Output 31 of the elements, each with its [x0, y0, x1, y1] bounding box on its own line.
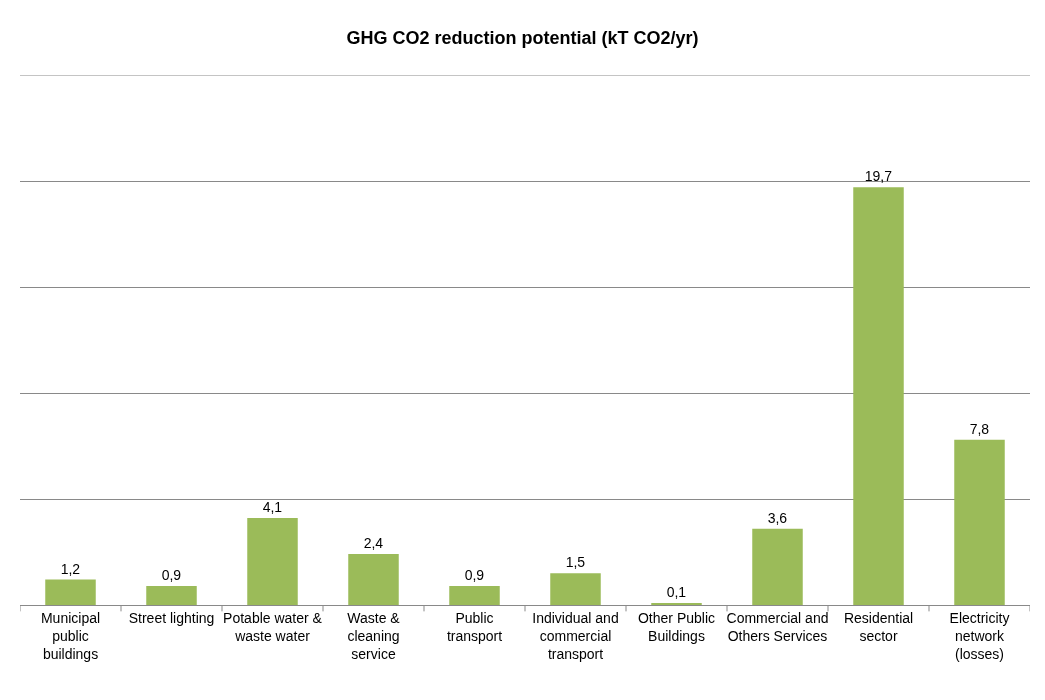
- bar: [247, 518, 298, 605]
- data-label: 0,9: [464, 566, 485, 583]
- x-tick-label: Commercial and Others Services: [726, 609, 829, 644]
- x-tick-label: Other Public Buildings: [637, 609, 716, 644]
- x-tick-label: Electricity network (losses): [949, 609, 1010, 663]
- data-label: 4,1: [262, 499, 283, 516]
- data-label: 3,6: [767, 509, 788, 526]
- x-tick-label: Residential sector: [843, 609, 914, 644]
- x-tick-label: Potable water & waste water: [223, 609, 323, 644]
- bar: [550, 573, 601, 605]
- bar: [651, 602, 702, 605]
- chart-title: GHG CO2 reduction potential (kT CO2/yr): [346, 28, 699, 49]
- bar: [45, 579, 96, 605]
- bar: [954, 439, 1005, 605]
- bar: [348, 554, 399, 605]
- data-label: 2,4: [363, 535, 384, 552]
- x-tick-label: Public transport: [446, 609, 503, 644]
- data-label: 1,5: [565, 554, 586, 571]
- x-tick-label: Street lighting: [128, 609, 215, 626]
- data-label: 7,8: [969, 420, 990, 437]
- bar: [146, 585, 197, 605]
- x-tick-label: Municipal public buildings: [40, 609, 101, 663]
- data-label: 19,7: [864, 168, 893, 185]
- bar: [752, 528, 803, 605]
- bar: [853, 187, 904, 605]
- data-label: 0,9: [161, 566, 182, 583]
- bar: [449, 585, 500, 605]
- x-tick-label: Individual and commercial transport: [532, 609, 619, 663]
- data-label: 0,1: [666, 583, 687, 600]
- data-label: 1,2: [60, 560, 81, 577]
- x-tick-label: Waste & cleaning service: [347, 609, 401, 663]
